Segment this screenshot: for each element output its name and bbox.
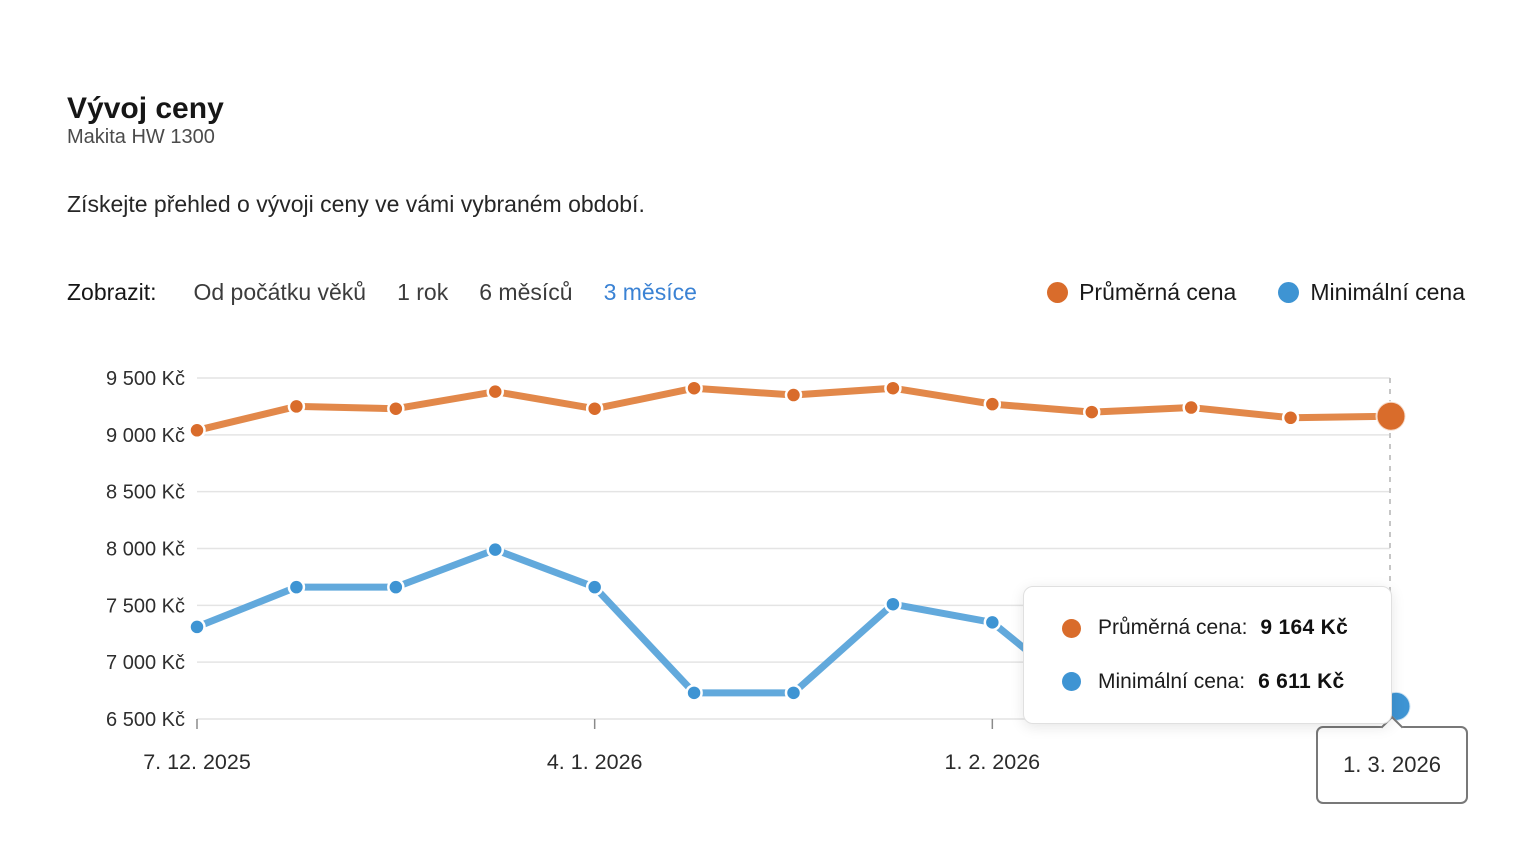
avg-point-7[interactable] [884, 379, 902, 397]
filter-option-od-po-tku-v-k[interactable]: Od počátku věků [193, 279, 367, 305]
tooltip-label: Průměrná cena: [1098, 616, 1248, 640]
avg-point-highlight[interactable] [1375, 400, 1407, 432]
y-axis-tick-label: 9 500 Kč [106, 368, 185, 390]
tooltip-series-dot-icon [1062, 618, 1081, 638]
min-point-8[interactable] [983, 613, 1002, 632]
avg-point-8[interactable] [983, 395, 1002, 413]
min-point-3[interactable] [486, 540, 504, 559]
chart-legend: Průměrná cena Minimální cena [1047, 279, 1465, 306]
tooltip-label: Minimální cena: [1098, 669, 1246, 693]
y-axis-tick-label: 7 500 Kč [106, 595, 185, 617]
x-axis-tick-label: 1. 2. 2026 [945, 750, 1041, 774]
min-point-5[interactable] [685, 684, 703, 702]
legend-item-pr-m-rn-cena[interactable]: Průměrná cena [1047, 279, 1236, 306]
legend-dot-icon [1047, 282, 1069, 303]
min-point-7[interactable] [884, 595, 902, 613]
filter-option-6-m-s-c[interactable]: 6 měsíců [479, 279, 573, 305]
y-axis-tick-label: 8 000 Kč [106, 539, 185, 561]
y-axis-tick-label: 6 500 Kč [106, 709, 185, 731]
min-point-0[interactable] [188, 618, 206, 636]
price-history-chart: 9 500 Kč 9 000 Kč 8 500 Kč 8 000 Kč 7 500 Kč… [0, 360, 1522, 830]
tooltip-value: 6 611 Kč [1258, 669, 1345, 693]
avg-point-9[interactable] [1083, 403, 1101, 421]
legend-label: Průměrná cena [1079, 279, 1237, 305]
legend-item-minim-ln-cena[interactable]: Minimální cena [1278, 279, 1465, 306]
min-point-4[interactable] [585, 578, 604, 596]
filter-group-label: Zobrazit: [67, 279, 157, 305]
legend-dot-icon [1278, 282, 1300, 303]
avg-point-0[interactable] [188, 421, 206, 440]
chart-controls: Zobrazit: Od počátku věků 1 rok 6 měsíců 3 … [0, 279, 1522, 306]
min-point-2[interactable] [387, 578, 405, 596]
page-description: Získejte přehled o vývoji ceny ve vámi v… [67, 191, 645, 217]
avg-point-11[interactable] [1281, 409, 1300, 427]
chart-tooltip: Průměrná cena: 9 164 Kč Minimální cena: 6 6… [1023, 586, 1392, 724]
y-axis-tick-label: 7 000 Kč [106, 652, 185, 674]
y-axis-tick-label: 8 500 Kč [106, 482, 185, 504]
tooltip-value: 9 164 Kč [1260, 616, 1349, 640]
legend-label: Minimální cena [1310, 279, 1465, 305]
selected-date-label: 1. 3. 2026 [1316, 726, 1468, 804]
tooltip-series-dot-icon [1062, 672, 1081, 692]
avg-point-6[interactable] [784, 386, 803, 404]
tooltip-row-minim-ln-cena: Minimální cena: 6 611 Kč [1024, 670, 1391, 694]
filter-option-1-rok[interactable]: 1 rok [397, 279, 449, 305]
page-title: Vývoj ceny [67, 92, 224, 126]
avg-point-4[interactable] [585, 399, 604, 418]
avg-point-10[interactable] [1182, 398, 1200, 417]
avg-point-2[interactable] [387, 399, 405, 418]
product-name: Makita HW 1300 [67, 126, 215, 148]
x-axis-tick-label: 4. 1. 2026 [547, 750, 643, 774]
avg-point-5[interactable] [685, 379, 703, 397]
y-axis-tick-label: 9 000 Kč [106, 425, 185, 447]
min-point-1[interactable] [287, 578, 306, 596]
avg-point-1[interactable] [287, 397, 306, 416]
min-point-6[interactable] [784, 684, 803, 702]
filter-option-3-m-s-ce[interactable]: 3 měsíce [603, 279, 697, 305]
x-axis-tick-label: 7. 12. 2025 [143, 750, 251, 774]
period-filter: Od počátku věků 1 rok 6 měsíců 3 měsíce [193, 279, 696, 306]
avg-point-3[interactable] [486, 382, 504, 401]
tooltip-row-pr-m-rn-cena: Průměrná cena: 9 164 Kč [1024, 616, 1391, 640]
price-chart-canvas: 9 500 Kč 9 000 Kč 8 500 Kč 8 000 Kč 7 500 Kč… [106, 368, 1412, 774]
